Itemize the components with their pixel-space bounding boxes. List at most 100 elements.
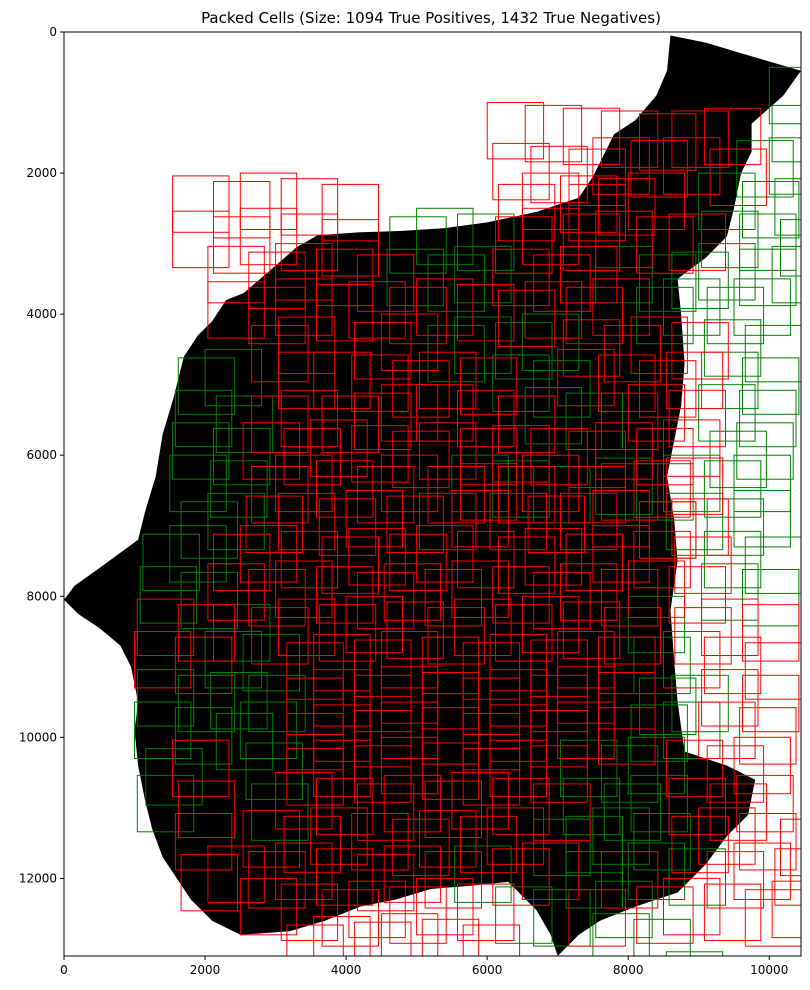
true-positive-cell [248,286,306,345]
true-positive-cell [421,636,480,695]
true-positive-cell [172,175,230,233]
true-negative-cell [204,631,263,689]
true-negative-cell [427,254,485,312]
true-negative-cell [771,104,801,163]
true-positive-cell [416,877,474,936]
true-positive-cell [180,853,239,912]
true-positive-cell [633,530,691,589]
true-negative-cell [701,210,759,269]
true-positive-cell [207,281,265,339]
true-negative-cell [521,313,580,372]
true-negative-cell [733,490,791,548]
true-positive-cells [134,102,801,956]
true-positive-cell [239,172,298,231]
true-negative-cell [636,463,694,521]
true-negative-cell [633,813,691,871]
true-positive-cell [316,566,374,624]
true-positive-cell [663,631,721,689]
true-positive-cell [486,102,545,160]
true-negative-cell [706,498,765,556]
true-positive-cell [316,848,374,906]
true-positive-cell [530,674,588,733]
true-negative-cell [592,807,650,865]
true-positive-cell [416,384,474,442]
y-tick-label: 6000 [26,448,57,462]
true-positive-cell [671,110,729,168]
true-positive-cell [419,422,477,480]
true-negative-cell [739,389,797,448]
y-tick-label: 4000 [26,307,57,321]
true-negative-cell [177,674,236,733]
true-positive-cell [356,783,415,841]
true-positive-cell [521,172,580,231]
plot-area [64,35,801,956]
true-negative-cell [213,604,271,662]
true-positive-cell [742,674,800,733]
true-positive-cell [457,389,515,448]
true-positive-cell [356,853,415,912]
true-positive-cell [416,278,474,336]
true-negative-cell [145,748,203,806]
true-positive-cell [527,495,585,554]
true-positive-cell [489,704,547,762]
true-negative-cell [492,460,550,518]
true-negative-cell [595,245,653,304]
true-positive-cell [345,490,404,548]
true-negative-cell [739,248,797,307]
true-positive-cell [177,780,236,838]
true-positive-cell [489,669,547,727]
true-positive-cell [600,851,659,909]
true-positive-cell [239,525,298,583]
x-axis: 0 2000 4000 6000 8000 10000 [60,956,788,977]
true-positive-cell [310,807,368,865]
true-negative-cell [698,243,756,301]
true-positive-cell [703,883,762,941]
true-negative-cell [768,137,801,195]
true-positive-cell [316,460,374,518]
true-negative-cell [427,324,485,383]
true-positive-cell [600,569,659,627]
true-positive-cell [530,710,588,768]
true-positive-cell [744,642,801,700]
true-negative-cell [742,569,800,627]
true-positive-cell [318,498,377,556]
true-negative-cell [780,219,801,277]
true-positive-cell [598,354,656,412]
true-positive-cell [316,248,374,307]
true-positive-cell [389,286,447,345]
true-positive-cell [739,707,797,765]
true-positive-cell [354,639,412,697]
true-positive-cell [568,466,626,524]
true-positive-cell [174,813,233,871]
true-positive-cell [557,631,615,689]
true-negative-cell [136,669,195,727]
true-positive-cell [592,525,650,583]
true-positive-cell [457,530,515,589]
true-positive-cell [492,777,550,836]
true-positive-cell [136,598,195,656]
true-positive-cell [595,422,653,480]
true-negative-cell [774,178,801,236]
true-positive-cell [627,172,686,231]
y-tick-label: 8000 [26,589,57,603]
true-positive-cell [521,842,580,900]
true-negative-cell [595,457,653,515]
true-negative-cell [251,783,309,841]
true-positive-cell [592,278,650,336]
true-positive-cell [321,183,380,242]
true-positive-cell [207,563,265,621]
true-positive-cell [348,528,406,586]
true-positive-cell [663,137,721,195]
true-negative-cell [457,213,515,271]
true-negative-cell [742,357,800,415]
true-positive-cell [380,913,439,956]
true-positive-cell [275,243,333,301]
true-positive-cell [251,395,309,453]
true-positive-cell [568,889,626,947]
true-positive-cell [383,845,442,903]
true-positive-cell [286,712,344,771]
true-positive-cell [492,566,550,624]
true-positive-cell [380,313,439,372]
true-positive-cell [380,666,439,724]
true-positive-cell [495,604,553,662]
